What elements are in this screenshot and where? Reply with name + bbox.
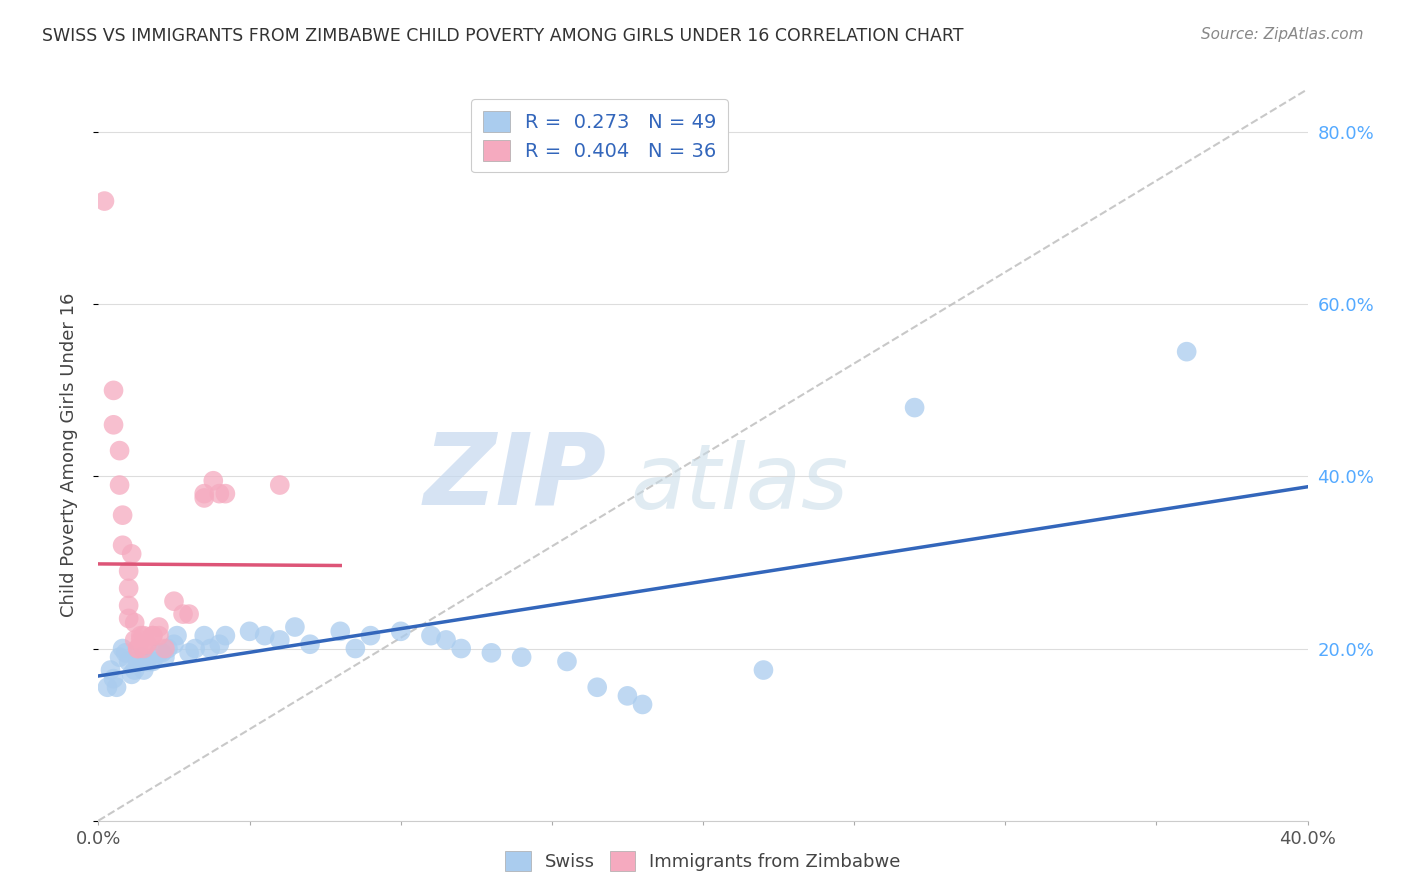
- Point: [586, 680, 609, 694]
- Point: [114, 646, 136, 660]
- Point: [1175, 344, 1198, 359]
- Point: [118, 611, 141, 625]
- Point: [142, 629, 165, 643]
- Point: [118, 599, 141, 613]
- Point: [111, 538, 134, 552]
- Point: [179, 646, 201, 660]
- Point: [329, 624, 352, 639]
- Point: [108, 650, 131, 665]
- Point: [214, 629, 236, 643]
- Point: [103, 672, 125, 686]
- Point: [208, 486, 231, 500]
- Point: [103, 384, 125, 398]
- Legend: R =  0.273   N = 49, R =  0.404   N = 36: R = 0.273 N = 49, R = 0.404 N = 36: [471, 99, 728, 172]
- Point: [163, 594, 186, 608]
- Point: [193, 491, 215, 505]
- Point: [111, 508, 134, 523]
- Point: [214, 486, 236, 500]
- Point: [124, 615, 146, 630]
- Point: [239, 624, 262, 639]
- Point: [105, 680, 128, 694]
- Point: [299, 637, 322, 651]
- Point: [103, 417, 125, 432]
- Y-axis label: Child Poverty Among Girls Under 16: Child Poverty Among Girls Under 16: [59, 293, 77, 617]
- Point: [132, 629, 155, 643]
- Point: [481, 646, 503, 660]
- Point: [193, 486, 215, 500]
- Point: [344, 641, 367, 656]
- Point: [124, 663, 146, 677]
- Point: [148, 646, 170, 660]
- Point: [253, 629, 276, 643]
- Point: [108, 443, 131, 458]
- Point: [121, 547, 143, 561]
- Text: Source: ZipAtlas.com: Source: ZipAtlas.com: [1201, 27, 1364, 42]
- Text: atlas: atlas: [630, 440, 848, 528]
- Point: [135, 637, 157, 651]
- Legend: Swiss, Immigrants from Zimbabwe: Swiss, Immigrants from Zimbabwe: [498, 844, 908, 879]
- Point: [269, 632, 291, 647]
- Point: [124, 632, 146, 647]
- Point: [166, 629, 188, 643]
- Point: [129, 632, 152, 647]
- Point: [208, 637, 231, 651]
- Point: [631, 698, 654, 712]
- Point: [129, 629, 152, 643]
- Point: [153, 650, 176, 665]
- Point: [179, 607, 201, 621]
- Point: [202, 474, 225, 488]
- Point: [148, 629, 170, 643]
- Point: [118, 582, 141, 596]
- Point: [148, 620, 170, 634]
- Point: [163, 637, 186, 651]
- Point: [184, 641, 207, 656]
- Point: [108, 478, 131, 492]
- Point: [118, 655, 141, 669]
- Point: [135, 655, 157, 669]
- Point: [127, 641, 149, 656]
- Text: ZIP: ZIP: [423, 428, 606, 525]
- Point: [127, 655, 149, 669]
- Point: [127, 641, 149, 656]
- Text: SWISS VS IMMIGRANTS FROM ZIMBABWE CHILD POVERTY AMONG GIRLS UNDER 16 CORRELATION: SWISS VS IMMIGRANTS FROM ZIMBABWE CHILD …: [42, 27, 963, 45]
- Point: [121, 667, 143, 681]
- Point: [172, 607, 194, 621]
- Point: [420, 629, 443, 643]
- Point: [142, 655, 165, 669]
- Point: [450, 641, 472, 656]
- Point: [156, 641, 179, 656]
- Point: [153, 641, 176, 656]
- Point: [360, 629, 382, 643]
- Point: [142, 629, 165, 643]
- Point: [193, 629, 215, 643]
- Point: [111, 641, 134, 656]
- Point: [132, 641, 155, 656]
- Point: [269, 478, 291, 492]
- Point: [904, 401, 927, 415]
- Point: [200, 641, 222, 656]
- Point: [510, 650, 533, 665]
- Point: [129, 650, 152, 665]
- Point: [100, 663, 122, 677]
- Point: [118, 564, 141, 578]
- Point: [434, 632, 457, 647]
- Point: [284, 620, 307, 634]
- Point: [150, 646, 173, 660]
- Point: [139, 655, 162, 669]
- Point: [616, 689, 638, 703]
- Point: [135, 637, 157, 651]
- Point: [96, 680, 118, 694]
- Point: [389, 624, 412, 639]
- Point: [132, 663, 155, 677]
- Point: [555, 655, 578, 669]
- Point: [752, 663, 775, 677]
- Point: [93, 194, 115, 208]
